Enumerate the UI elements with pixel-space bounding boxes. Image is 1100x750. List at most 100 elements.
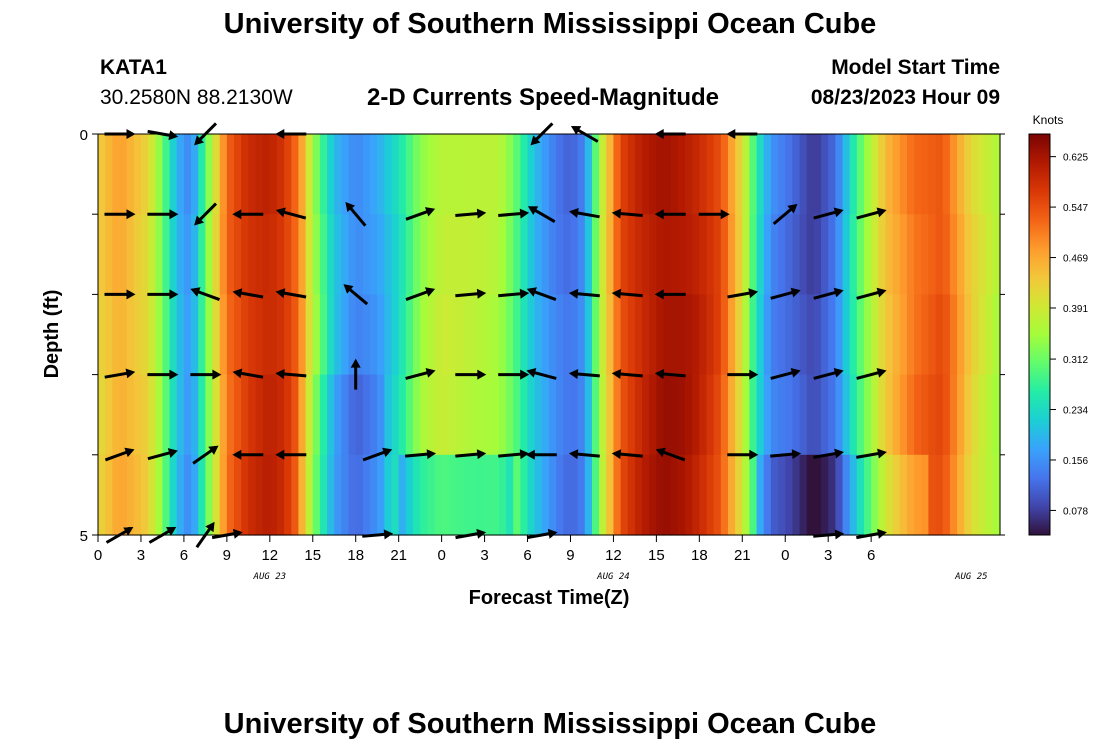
heatmap-cell (677, 374, 686, 456)
heatmap-cell (756, 214, 765, 295)
arrow-shaft (498, 292, 524, 298)
heatmap-cell (448, 374, 457, 456)
heatmap-cell (284, 134, 292, 215)
current-vector-arrow (568, 288, 600, 299)
heatmap-cell (269, 454, 278, 536)
arrow-shaft (856, 290, 882, 300)
current-vector-arrow (195, 521, 215, 549)
heatmap-cell (119, 134, 128, 215)
arrow-head (519, 208, 530, 219)
heatmap-cell (649, 294, 657, 376)
heatmap-cell (126, 214, 135, 295)
heatmap-cell (176, 454, 185, 536)
heatmap-cell (720, 374, 729, 456)
heatmap-cell (957, 374, 965, 456)
heatmap-cell (527, 214, 536, 295)
heatmap-cell (520, 454, 529, 536)
heatmap-cell (849, 134, 858, 215)
station-coordinates: 30.2580N 88.2130W (100, 86, 293, 109)
heatmap-cell (219, 134, 228, 215)
heatmap-cell (685, 134, 693, 215)
heatmap-cell (255, 294, 264, 376)
arrow-shaft (770, 452, 796, 458)
heatmap-cell (620, 374, 629, 456)
heatmap-cell (434, 294, 443, 376)
heatmap-cell (327, 214, 335, 295)
heatmap-cell (649, 454, 657, 536)
heatmap-cell (341, 214, 350, 295)
heatmap-cell (262, 214, 271, 295)
heatmap-cell (792, 294, 801, 376)
heatmap-cell (262, 374, 271, 456)
heatmap-cell (348, 214, 357, 295)
current-vector-arrow (275, 449, 307, 460)
arrow-shaft (770, 290, 796, 300)
heatmap-cell (727, 134, 736, 215)
current-vector-arrow (147, 369, 179, 380)
heatmap-cell (735, 454, 743, 536)
colorbar-tick-label: 0.234 (1063, 406, 1088, 417)
arrow-shaft (347, 286, 369, 306)
heatmap-cell (692, 374, 700, 456)
current-vector-arrow (104, 289, 136, 300)
heatmap-cell (477, 374, 486, 456)
arrow-head (275, 449, 285, 460)
heatmap-cell (727, 374, 736, 456)
heatmap-cell (133, 294, 142, 376)
heatmap-cell (262, 454, 271, 536)
arrow-head (476, 528, 487, 539)
heatmap-cell (713, 454, 722, 536)
heatmap-cell (370, 374, 378, 456)
arrow-shaft (147, 450, 173, 461)
heatmap-cell (169, 294, 178, 376)
heatmap-cell (534, 214, 543, 295)
heatmap-cell (549, 454, 557, 536)
current-vector-arrow (611, 369, 643, 379)
heatmap-cell (484, 374, 493, 456)
heatmap-cell (470, 134, 479, 215)
current-vector-arrow (654, 369, 686, 379)
heatmap-cell (491, 374, 500, 456)
heatmap-cell (370, 214, 378, 295)
heatmap-cell (198, 214, 206, 295)
heatmap-cell (756, 374, 765, 456)
heatmap-cell (813, 214, 822, 295)
heatmap-cell (370, 454, 378, 536)
heatmap-cell (162, 294, 171, 376)
heatmap-cell (964, 454, 972, 536)
heatmap-cell (828, 454, 836, 536)
current-vector-arrow (232, 368, 264, 379)
heatmap-cell (978, 374, 987, 456)
heatmap-cell (556, 374, 564, 456)
arrow-head (611, 208, 622, 219)
heatmap-cell (384, 374, 393, 456)
heatmap-cell (470, 214, 479, 295)
heatmap-cell (405, 454, 414, 536)
heatmap-cell (234, 214, 242, 295)
heatmap-cell (892, 134, 901, 215)
heatmap-cell (706, 294, 715, 376)
heatmap-cell (799, 294, 808, 376)
heatmap-cell (219, 294, 228, 376)
heatmap-cell (212, 134, 221, 215)
colorbar-tick-label: 0.078 (1063, 506, 1088, 517)
arrow-shaft (238, 291, 264, 299)
heatmap-cell (713, 374, 722, 456)
heatmap-cell (785, 214, 793, 295)
heatmap-cell (312, 294, 321, 376)
heatmap-cell (470, 454, 479, 536)
heatmap-cell (849, 214, 858, 295)
x-tick-label: 12 (605, 547, 622, 564)
y-tick-label: 5 (80, 528, 88, 545)
heatmap-cell (577, 374, 586, 456)
heatmap-cell (906, 134, 915, 215)
arrow-shaft (281, 372, 307, 378)
heatmap-cell (685, 294, 693, 376)
heatmap-cell (863, 374, 872, 456)
heatmap-cell (105, 454, 113, 536)
heatmap-cell (262, 294, 271, 376)
heatmap-cell (871, 134, 879, 215)
heatmap-cell (971, 214, 980, 295)
arrow-head (547, 528, 558, 539)
current-vector-arrow (498, 369, 530, 380)
